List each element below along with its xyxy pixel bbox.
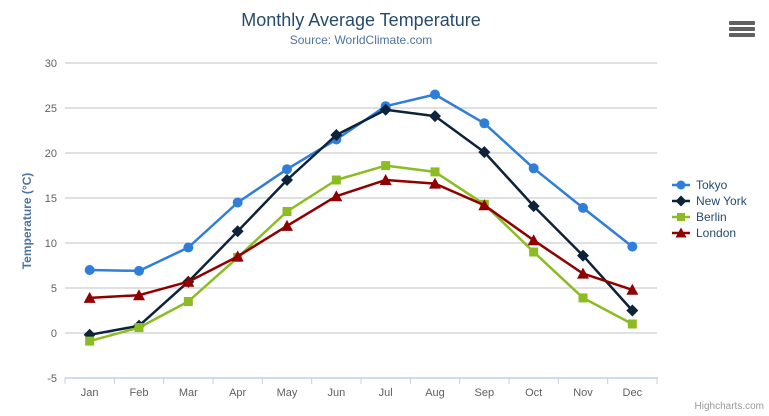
hamburger-bar [729,33,755,37]
data-point-tokyo-jan[interactable] [84,265,95,275]
data-point-new-york-sep[interactable] [478,146,491,159]
data-point-london-oct[interactable] [527,234,540,246]
triangle-marker-icon [672,227,690,238]
circle-marker-icon [672,180,690,190]
data-point-tokyo-apr[interactable] [232,197,243,208]
y-axis-label: 10 [45,238,57,250]
data-point-london-jan[interactable] [83,291,96,303]
y-axis-label: -5 [47,373,57,385]
x-axis-label: Jan [81,387,99,399]
data-point-tokyo-dec[interactable] [627,241,638,252]
data-point-tokyo-aug[interactable] [430,89,440,100]
data-point-london-feb[interactable] [133,289,145,301]
y-axis-label: 20 [45,148,57,160]
data-point-berlin-dec[interactable] [627,319,637,329]
series-line-tokyo [88,93,634,273]
y-axis-label: 15 [45,193,57,205]
y-axis-label: 30 [45,58,57,70]
hamburger-bar [729,21,755,25]
data-point-new-york-aug[interactable] [429,110,441,123]
diamond-marker-icon [672,195,690,207]
data-point-new-york-jul[interactable] [379,103,392,116]
y-axis-label: 5 [51,283,57,295]
legend-item-london[interactable]: London [672,225,747,241]
chart-subtitle: Source: WorldClimate.com [289,33,433,47]
legend-item-label: New York [696,194,747,208]
x-axis-label: May [277,387,298,399]
data-point-london-mar[interactable] [182,275,195,287]
legend-item-label: Tokyo [696,178,728,192]
data-point-london-apr[interactable] [231,250,244,262]
legend-symbol-marker [676,180,686,190]
data-point-london-may[interactable] [281,219,293,231]
data-point-berlin-aug[interactable] [430,167,440,177]
data-point-new-york-dec[interactable] [626,304,639,317]
legend-item-tokyo[interactable]: Tokyo [672,177,747,193]
y-axis-title: Temperature (°C) [20,172,34,270]
x-axis-label: Sep [475,387,495,399]
y-axis-label: 0 [51,328,57,340]
x-axis-label: Jun [327,387,345,399]
data-point-london-sep[interactable] [478,199,491,211]
x-axis-label: Oct [525,387,542,399]
x-axis-label: Apr [229,387,246,399]
data-point-new-york-oct[interactable] [527,200,540,213]
credits-link[interactable]: Highcharts.com [694,401,764,412]
data-point-tokyo-mar[interactable] [183,242,194,253]
data-point-berlin-jun[interactable] [331,175,341,185]
series-line-berlin [88,164,634,343]
data-point-new-york-may[interactable] [281,174,293,186]
legend-item-label: Berlin [696,210,727,224]
data-point-new-york-nov[interactable] [577,249,589,262]
data-point-berlin-oct[interactable] [529,247,539,257]
x-axis-label: Nov [573,387,593,399]
legend: Tokyo New York Berlin London [672,177,747,241]
data-point-new-york-apr[interactable] [231,225,244,238]
x-axis-label: Feb [130,387,149,399]
legend-item-berlin[interactable]: Berlin [672,209,747,225]
data-point-london-jun[interactable] [330,190,343,202]
data-point-london-nov[interactable] [577,267,589,279]
data-point-london-jul[interactable] [379,174,392,185]
x-axis-label: Mar [179,387,198,399]
series-line-new-york [88,108,634,337]
x-axis-label: Aug [425,387,445,399]
legend-symbol-marker [677,213,685,221]
data-point-london-dec[interactable] [626,283,639,295]
hamburger-bar [729,27,755,31]
legend-symbol-marker [675,227,687,238]
data-point-berlin-may[interactable] [282,207,292,216]
data-point-london-aug[interactable] [429,177,441,189]
data-point-tokyo-sep[interactable] [479,118,490,129]
square-marker-icon [672,213,690,221]
data-point-berlin-jan[interactable] [85,336,95,346]
data-point-tokyo-nov[interactable] [578,202,588,213]
series-line-london [88,178,634,300]
data-point-berlin-nov[interactable] [578,293,588,303]
y-axis-label: 25 [45,103,57,115]
x-axis-label: Dec [623,387,643,399]
data-point-tokyo-may[interactable] [282,164,292,175]
data-point-berlin-mar[interactable] [183,297,193,306]
data-point-new-york-jun[interactable] [330,129,343,141]
data-point-tokyo-oct[interactable] [528,163,539,174]
legend-item-label: London [696,226,737,240]
x-axis-label: Jul [379,387,393,399]
legend-item-new-york[interactable]: New York [672,193,747,209]
chart-title: Monthly Average Temperature [241,10,481,30]
data-point-berlin-jul[interactable] [381,161,391,171]
data-point-berlin-feb[interactable] [134,323,144,333]
legend-symbol-marker [675,195,687,207]
hamburger-icon[interactable] [729,21,755,39]
data-point-tokyo-feb[interactable] [134,265,144,276]
